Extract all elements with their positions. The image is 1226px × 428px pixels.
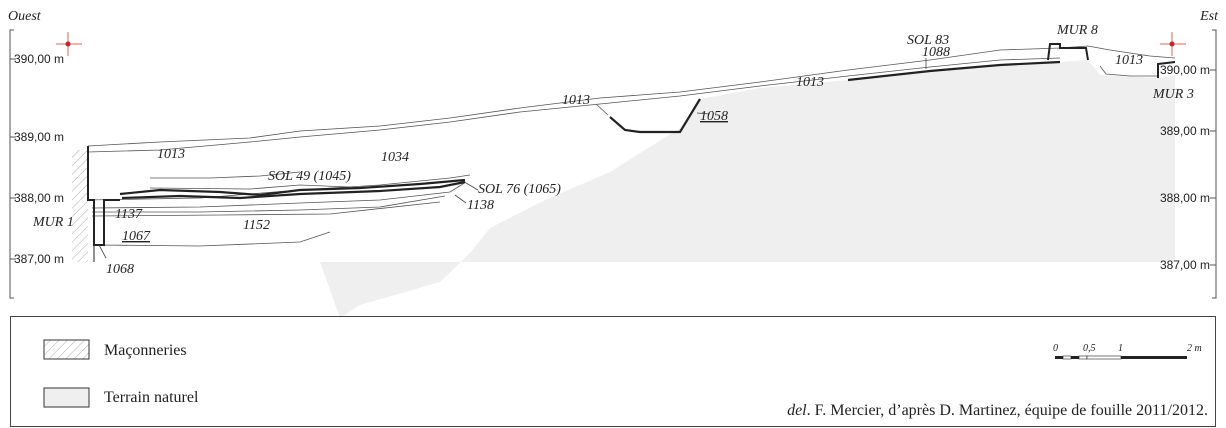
legend-label-masonry: Maçonneries bbox=[104, 342, 187, 359]
label-sol-76: SOL 76 (1065) bbox=[478, 182, 561, 197]
label-sol-49: SOL 49 (1045) bbox=[268, 169, 351, 184]
scale-tick-2m: 2 m bbox=[1187, 343, 1202, 354]
elev-right-387: 387,00 m bbox=[1160, 258, 1210, 272]
elev-left-389: 389,00 m bbox=[14, 130, 64, 144]
credit-text: . F. Mercier, d’après D. Martinez, équip… bbox=[807, 402, 1208, 419]
scale-bar: 0 0,5 1 2 m bbox=[1053, 343, 1202, 360]
label-1013-west: 1013 bbox=[157, 147, 185, 162]
datum-marker-west bbox=[56, 32, 82, 56]
label-1034: 1034 bbox=[381, 150, 409, 165]
scale-tick-1: 1 bbox=[1118, 343, 1123, 354]
elev-right-389: 389,00 m bbox=[1160, 124, 1210, 138]
east-label: Est bbox=[1199, 9, 1219, 24]
legend-swatch-masonry bbox=[43, 339, 90, 360]
datum-marker-east bbox=[1160, 32, 1186, 56]
label-mur-3: MUR 3 bbox=[1152, 87, 1194, 102]
floor-lines bbox=[119, 60, 1061, 200]
frame-brackets bbox=[9, 29, 1217, 299]
label-1088: 1088 bbox=[922, 45, 950, 60]
label-mur-1: MUR 1 bbox=[32, 215, 74, 230]
label-sol-83: SOL 83 bbox=[907, 33, 949, 48]
elev-left-387: 387,00 m bbox=[14, 252, 64, 266]
masonry-walls bbox=[72, 43, 1176, 262]
elevation-ticks bbox=[10, 58, 1216, 266]
elev-left-388: 388,00 m bbox=[14, 191, 64, 205]
label-1067: 1067 bbox=[122, 229, 151, 244]
label-1137: 1137 bbox=[115, 207, 143, 222]
credit-prefix: del bbox=[787, 402, 807, 419]
leader-lines bbox=[98, 58, 927, 259]
legend-panel bbox=[10, 316, 1216, 427]
scale-tick-0: 0 bbox=[1053, 343, 1058, 354]
label-1138: 1138 bbox=[467, 198, 494, 213]
scale-tick-05: 0,5 bbox=[1083, 343, 1096, 354]
label-mur-8: MUR 8 bbox=[1056, 23, 1098, 38]
label-1013-east: 1013 bbox=[1115, 53, 1143, 68]
label-1152: 1152 bbox=[243, 218, 270, 233]
elev-left-390: 390,00 m bbox=[14, 52, 64, 66]
west-label: Ouest bbox=[8, 9, 42, 24]
legend-label-natural: Terrain naturel bbox=[104, 389, 199, 406]
natural-terrain-area bbox=[80, 60, 1175, 318]
label-1058: 1058 bbox=[700, 109, 728, 124]
legend-swatch-natural bbox=[43, 387, 90, 408]
label-1068: 1068 bbox=[106, 262, 134, 277]
elev-right-388: 388,00 m bbox=[1160, 191, 1210, 205]
strata-lines bbox=[87, 45, 1176, 247]
elev-right-390: 390,00 m bbox=[1160, 63, 1210, 77]
label-1013-mid: 1013 bbox=[562, 93, 590, 108]
credit-line: del. F. Mercier, d’après D. Martinez, éq… bbox=[787, 402, 1208, 419]
label-1013-mid-east: 1013 bbox=[796, 75, 824, 90]
